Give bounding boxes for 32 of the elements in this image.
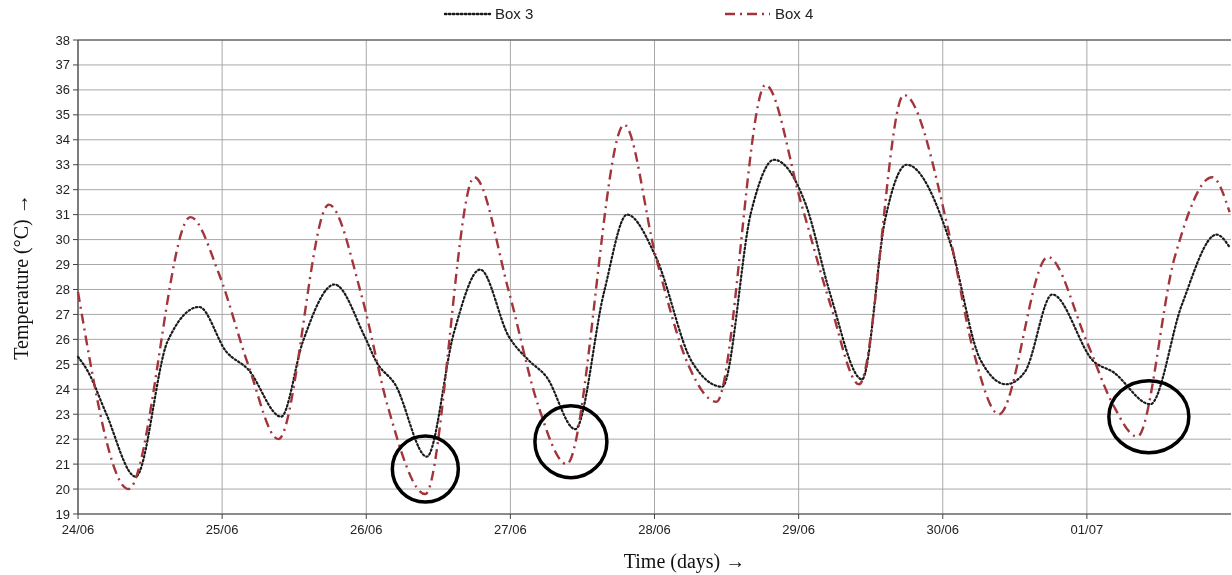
y-tick-label: 38 — [55, 32, 70, 48]
x-tick-label: 01/07 — [1070, 522, 1104, 537]
x-axis-title: Time (days) → — [623, 550, 746, 573]
x-tick-label: 30/06 — [926, 522, 960, 537]
y-tick-label: 24 — [55, 381, 70, 397]
y-tick-label: 29 — [55, 257, 70, 273]
legend-label: Box 4 — [775, 5, 814, 23]
y-tick-label: 22 — [55, 431, 70, 447]
y-tick-label: 25 — [55, 356, 70, 372]
x-tick-label: 26/06 — [349, 522, 383, 537]
y-tick-label: 21 — [55, 456, 70, 472]
x-tick-label: 27/06 — [494, 522, 527, 537]
y-tick-label: 37 — [55, 57, 70, 73]
y-tick-label: 27 — [55, 306, 70, 322]
y-tick-label: 34 — [55, 132, 70, 148]
y-tick-label: 28 — [55, 282, 70, 298]
x-tick-label: 29/06 — [782, 522, 815, 537]
y-tick-label: 32 — [55, 182, 70, 198]
y-axis-title: Temperature (°C) → — [10, 194, 33, 360]
y-tick-label: 20 — [55, 481, 70, 497]
y-tick-label: 23 — [55, 406, 70, 422]
y-tick-label: 33 — [55, 157, 70, 173]
y-tick-label: 36 — [55, 82, 70, 98]
y-tick-label: 35 — [55, 107, 70, 123]
y-tick-label: 30 — [55, 232, 70, 248]
y-tick-label: 31 — [55, 207, 70, 223]
x-tick-label: 24/06 — [61, 522, 95, 537]
x-tick-label: 28/06 — [638, 522, 671, 537]
y-tick-label: 19 — [55, 506, 70, 522]
legend-label: Box 3 — [495, 5, 534, 23]
y-tick-label: 26 — [55, 331, 70, 347]
x-tick-label: 25/06 — [205, 522, 239, 537]
